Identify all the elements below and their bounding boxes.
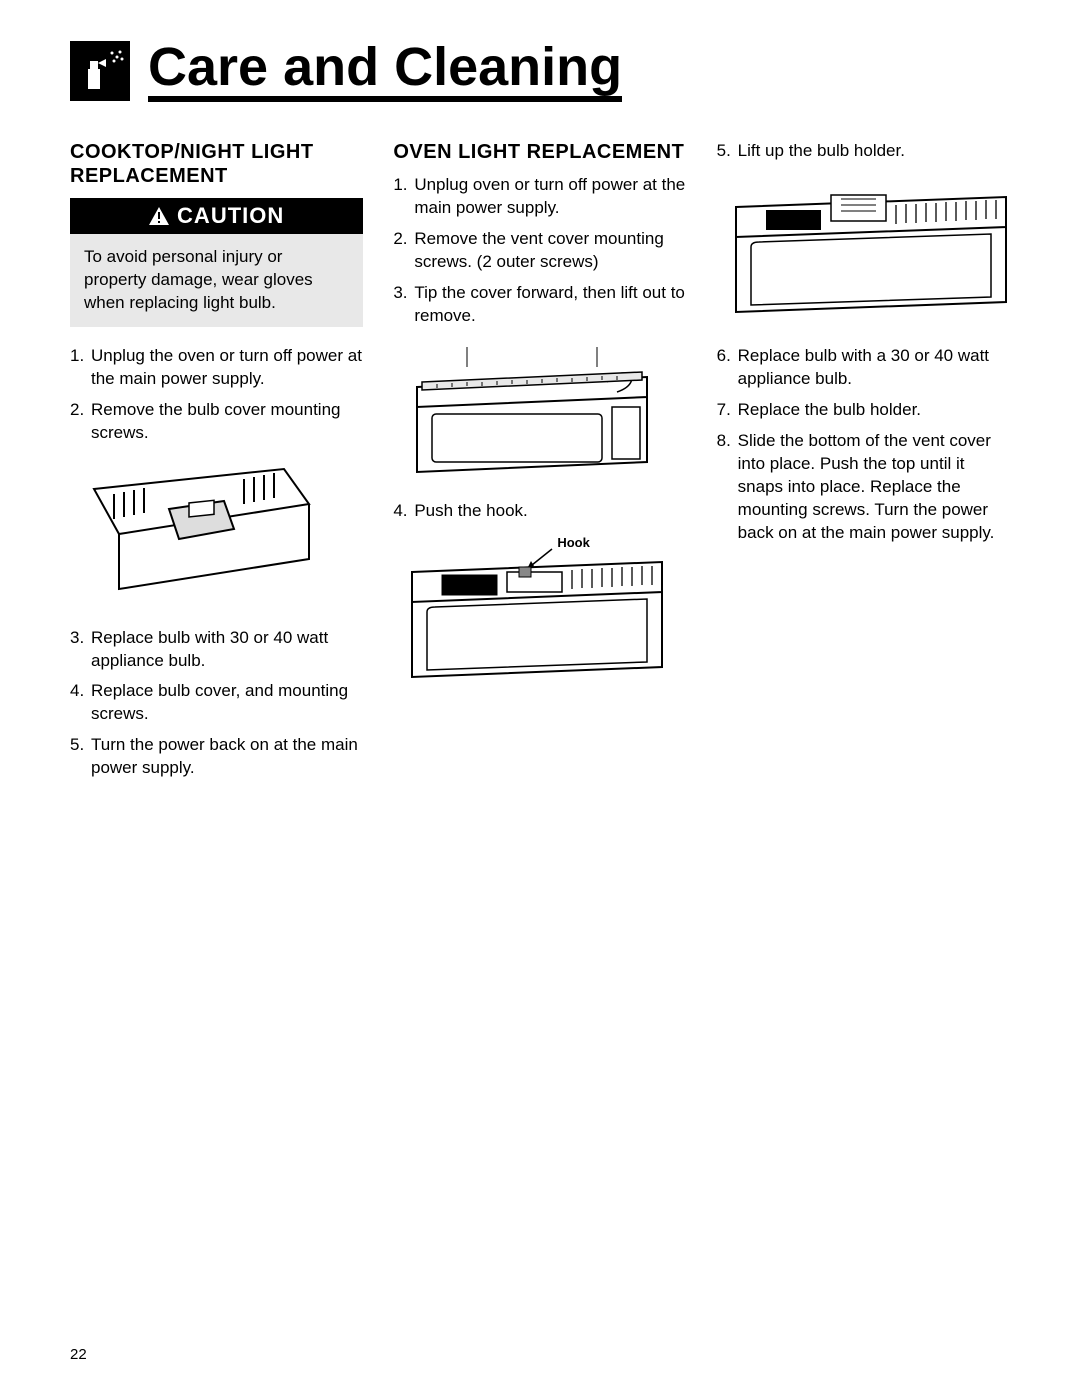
col1-steps-a: 1.Unplug the oven or turn off power at t…	[70, 345, 363, 445]
step-text: Unplug the oven or turn off power at the…	[91, 345, 363, 391]
step-text: Lift up the bulb holder.	[738, 140, 1010, 163]
list-item: 4.Push the hook.	[393, 500, 686, 523]
step-number: 3.	[393, 282, 411, 328]
column-3: 5.Lift up the bulb holder.	[717, 140, 1010, 788]
diagram-bulb-holder	[731, 177, 1010, 327]
cleaning-icon	[70, 41, 130, 101]
diagram-bulb-cover	[84, 459, 363, 609]
step-text: Replace the bulb holder.	[738, 399, 1010, 422]
content-columns: COOKTOP/NIGHT LIGHT REPLACEMENT CAUTION …	[70, 140, 1010, 788]
page-number: 22	[70, 1346, 87, 1363]
caution-box: To avoid personal injury or property dam…	[70, 234, 363, 327]
list-item: 1.Unplug the oven or turn off power at t…	[70, 345, 363, 391]
step-number: 6.	[717, 345, 735, 391]
list-item: 3.Tip the cover forward, then lift out t…	[393, 282, 686, 328]
step-text: Replace bulb cover, and mounting screws.	[91, 680, 363, 726]
list-item: 2.Remove the bulb cover mounting screws.	[70, 399, 363, 445]
col2-steps-b: 4.Push the hook.	[393, 500, 686, 523]
caution-banner: CAUTION	[70, 198, 363, 234]
step-number: 5.	[70, 734, 88, 780]
warning-icon	[149, 207, 169, 225]
col2-steps-a: 1.Unplug oven or turn off power at the m…	[393, 174, 686, 328]
page-header: Care and Cleaning	[70, 40, 1010, 102]
step-number: 1.	[70, 345, 88, 391]
step-text: Push the hook.	[414, 500, 686, 523]
list-item: 8.Slide the bottom of the vent cover int…	[717, 430, 1010, 545]
col3-steps-a: 5.Lift up the bulb holder.	[717, 140, 1010, 163]
step-number: 4.	[393, 500, 411, 523]
step-text: Remove the vent cover mounting screws. (…	[414, 228, 686, 274]
diagram-vent-cover	[407, 342, 686, 482]
list-item: 6.Replace bulb with a 30 or 40 watt appl…	[717, 345, 1010, 391]
list-item: 5.Lift up the bulb holder.	[717, 140, 1010, 163]
list-item: 4.Replace bulb cover, and mounting screw…	[70, 680, 363, 726]
step-text: Remove the bulb cover mounting screws.	[91, 399, 363, 445]
list-item: 3.Replace bulb with 30 or 40 watt applia…	[70, 627, 363, 673]
page-title: Care and Cleaning	[148, 40, 622, 102]
column-2: OVEN LIGHT REPLACEMENT 1.Unplug oven or …	[393, 140, 686, 788]
step-number: 8.	[717, 430, 735, 545]
step-number: 2.	[70, 399, 88, 445]
step-number: 2.	[393, 228, 411, 274]
step-text: Replace bulb with 30 or 40 watt applianc…	[91, 627, 363, 673]
step-text: Replace bulb with a 30 or 40 watt applia…	[738, 345, 1010, 391]
ovenlight-heading: OVEN LIGHT REPLACEMENT	[393, 140, 686, 164]
list-item: 5.Turn the power back on at the main pow…	[70, 734, 363, 780]
caution-label: CAUTION	[177, 203, 284, 229]
col1-steps-b: 3.Replace bulb with 30 or 40 watt applia…	[70, 627, 363, 781]
step-number: 5.	[717, 140, 735, 163]
list-item: 7.Replace the bulb holder.	[717, 399, 1010, 422]
step-text: Tip the cover forward, then lift out to …	[414, 282, 686, 328]
cooktop-heading: COOKTOP/NIGHT LIGHT REPLACEMENT	[70, 140, 363, 188]
step-text: Unplug oven or turn off power at the mai…	[414, 174, 686, 220]
hook-label: Hook	[557, 535, 590, 550]
step-number: 1.	[393, 174, 411, 220]
diagram-hook: Hook	[407, 537, 686, 687]
list-item: 2.Remove the vent cover mounting screws.…	[393, 228, 686, 274]
step-text: Slide the bottom of the vent cover into …	[738, 430, 1010, 545]
step-text: Turn the power back on at the main power…	[91, 734, 363, 780]
step-number: 3.	[70, 627, 88, 673]
step-number: 4.	[70, 680, 88, 726]
step-number: 7.	[717, 399, 735, 422]
col3-steps-b: 6.Replace bulb with a 30 or 40 watt appl…	[717, 345, 1010, 545]
list-item: 1.Unplug oven or turn off power at the m…	[393, 174, 686, 220]
column-1: COOKTOP/NIGHT LIGHT REPLACEMENT CAUTION …	[70, 140, 363, 788]
